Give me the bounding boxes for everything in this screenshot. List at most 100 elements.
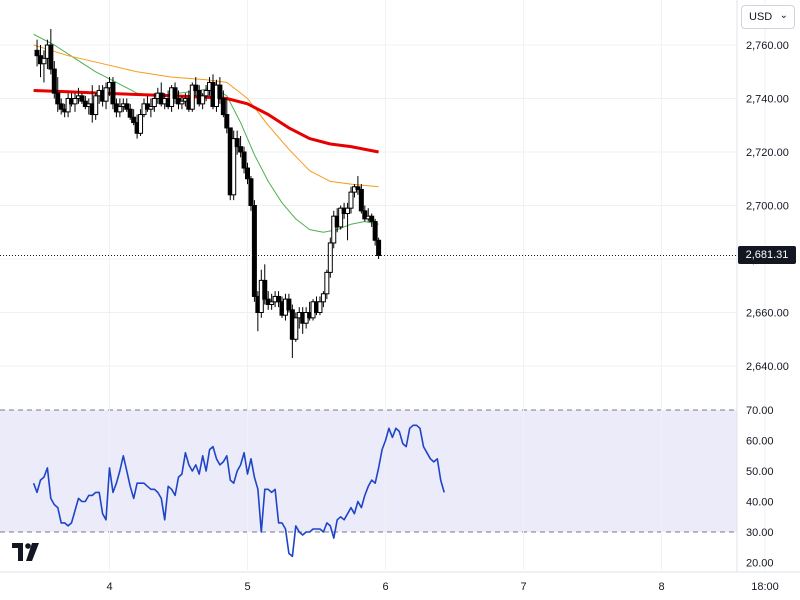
- candle: [362, 205, 368, 222]
- candle-body: [293, 317, 299, 340]
- candle-body: [276, 295, 282, 303]
- candle-body: [200, 95, 206, 105]
- tradingview-logo-icon[interactable]: [12, 543, 44, 561]
- sma-fast-line: [33, 33, 379, 233]
- candle-body: [117, 106, 123, 113]
- candle-body: [369, 215, 375, 223]
- price-tick-label: 2,720.00: [746, 147, 789, 159]
- candle-body: [286, 298, 292, 311]
- candle-body: [317, 301, 323, 313]
- sma-mid-line: [33, 44, 379, 188]
- candle-body: [327, 242, 333, 273]
- candle-body: [51, 68, 57, 94]
- candle: [238, 135, 244, 158]
- rsi-tick-label: 30.00: [746, 527, 774, 539]
- time-tick-label: 5: [244, 581, 250, 593]
- candle: [124, 98, 130, 112]
- candle-body: [34, 49, 40, 57]
- candle: [317, 296, 323, 316]
- rsi-tick-label: 50.00: [746, 466, 774, 478]
- candle: [217, 77, 223, 104]
- candle-body: [234, 138, 240, 148]
- candle: [286, 293, 292, 313]
- candle: [231, 130, 237, 201]
- candle-body: [138, 114, 144, 134]
- time-tick-label: 4: [106, 581, 112, 593]
- time-tick-label: 7: [520, 581, 526, 593]
- candle-body: [245, 167, 250, 180]
- candle-body: [131, 116, 137, 124]
- moving-averages: [33, 33, 379, 233]
- rsi-tick-label: 20.00: [746, 558, 774, 570]
- candle-body: [248, 178, 254, 206]
- candle: [131, 109, 137, 126]
- candle: [320, 291, 326, 308]
- candle: [355, 176, 361, 195]
- candle: [331, 210, 337, 249]
- candle: [79, 93, 85, 104]
- candle-body: [251, 205, 257, 297]
- candle-body: [241, 151, 247, 169]
- candle: [245, 162, 250, 185]
- candle-body: [103, 87, 109, 102]
- candle-body: [338, 207, 344, 228]
- candle-body: [55, 92, 61, 105]
- grid: [0, 0, 766, 570]
- candle-body: [372, 221, 378, 241]
- candle-body: [217, 84, 223, 99]
- candle-body: [79, 95, 85, 102]
- candle: [189, 82, 195, 112]
- candle-body: [269, 301, 275, 305]
- candle-body: [127, 108, 133, 118]
- candle: [110, 77, 116, 110]
- candle: [172, 82, 178, 104]
- candle-body: [48, 44, 54, 70]
- currency-select-button[interactable]: USD ⌄: [741, 5, 795, 29]
- time-tick-label: 6: [382, 581, 388, 593]
- rsi-line: [32, 424, 445, 558]
- candle-body: [331, 215, 337, 244]
- candle-body: [58, 103, 64, 110]
- candle-body: [65, 98, 71, 113]
- rsi-tick-label: 40.00: [746, 497, 774, 509]
- candle: [220, 90, 226, 118]
- candle-body: [148, 106, 154, 110]
- candle: [151, 93, 157, 112]
- candle: [48, 28, 54, 75]
- candle-body: [203, 89, 209, 97]
- candle: [51, 61, 57, 99]
- candle-body: [324, 271, 330, 295]
- candle: [324, 269, 330, 300]
- candle: [262, 264, 268, 305]
- candle: [372, 218, 378, 246]
- candle-body: [345, 207, 351, 215]
- candle: [276, 291, 282, 308]
- chevron-down-icon: ⌄: [779, 10, 788, 21]
- candle-body: [376, 239, 382, 256]
- candle: [327, 237, 333, 278]
- time-tick-label: 8: [658, 581, 664, 593]
- candle-body: [262, 279, 268, 300]
- price-tick-label: 2,740.00: [746, 94, 789, 106]
- candle: [148, 98, 154, 118]
- candle-body: [231, 138, 237, 196]
- last-price-label: 2,681.31: [738, 246, 796, 265]
- time-tick-label: 18:00: [751, 581, 779, 593]
- candle-body: [362, 210, 368, 220]
- price-tick-label: 2,700.00: [746, 201, 789, 213]
- candle: [345, 202, 351, 241]
- candle: [248, 176, 254, 211]
- candle: [193, 77, 199, 96]
- rsi-tick-label: 60.00: [746, 436, 774, 448]
- candle-body: [124, 103, 130, 110]
- candle-body: [355, 186, 361, 190]
- candle: [203, 85, 209, 102]
- candle: [358, 184, 364, 214]
- rsi-band: [0, 409, 737, 533]
- candle-body: [320, 293, 326, 303]
- candle: [234, 130, 240, 155]
- price-tick-label: 2,760.00: [746, 40, 789, 52]
- candle: [338, 205, 344, 230]
- price-tick-label: 2,660.00: [746, 308, 789, 320]
